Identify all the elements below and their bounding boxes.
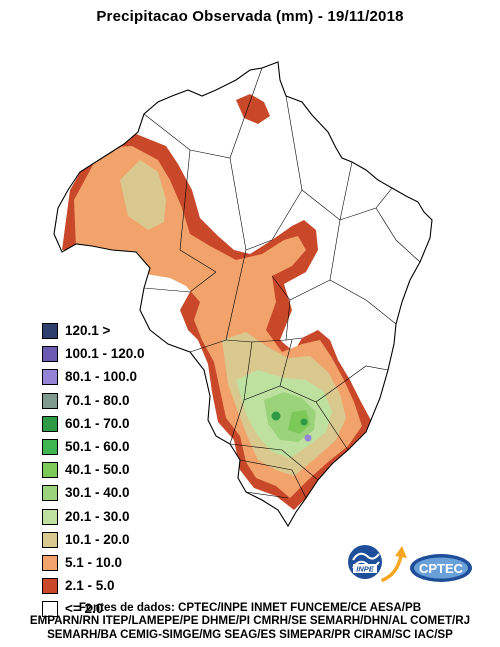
sources-line: EMPARN/RN ITEP/LAMEPE/PE DHME/PI CMRH/SE… xyxy=(29,614,471,628)
legend-swatch xyxy=(42,601,58,618)
legend-item: 30.1 - 40.0 xyxy=(42,484,182,504)
inpe-logo-text: INPE xyxy=(356,565,375,574)
legend-label: 60.1 - 70.0 xyxy=(65,415,130,431)
legend-swatch xyxy=(42,462,58,479)
legend-swatch xyxy=(42,508,58,525)
legend-label: 100.1 - 120.0 xyxy=(65,346,145,362)
cptec-logo-text: CPTEC xyxy=(419,561,464,576)
legend-item: 20.1 - 30.0 xyxy=(42,508,182,528)
legend-swatch xyxy=(42,323,58,339)
legend-swatch xyxy=(42,485,58,502)
arrow-swoosh-icon xyxy=(381,554,403,582)
legend-swatch xyxy=(42,554,58,571)
legend-label: 70.1 - 80.0 xyxy=(65,392,130,408)
legend-label: 40.1 - 50.0 xyxy=(65,462,130,478)
legend-item: 50.1 - 60.0 xyxy=(42,438,182,458)
legend-item: 80.1 - 100.0 xyxy=(42,368,182,388)
precipitation-map xyxy=(53,61,433,527)
rain-band-10-20 xyxy=(120,160,166,230)
legend-item: 60.1 - 70.0 xyxy=(42,415,182,435)
rain-band-40-50 xyxy=(288,410,310,434)
rain-spot-80-100 xyxy=(304,434,312,442)
precipitation-field xyxy=(62,94,374,510)
legend-item: 120.1 > xyxy=(42,322,182,342)
rain-spot-60-70 xyxy=(271,411,281,421)
state-borders xyxy=(143,67,421,499)
legend-swatch xyxy=(42,392,58,409)
legend-swatch xyxy=(42,578,58,595)
legend-swatch xyxy=(42,531,58,548)
legend-label: <= 2.0 xyxy=(65,601,104,617)
sources-line: Fontes de dados: CPTEC/INPE INMET FUNCEM… xyxy=(78,601,422,614)
legend-label: 50.1 - 60.0 xyxy=(65,438,130,454)
cptec-logo: CPTEC xyxy=(410,554,472,582)
data-sources-footer: Fontes de dados: CPTEC/INPE INMET FUNCEM… xyxy=(0,601,500,641)
map-legend: 120.1 > 100.1 - 120.0 80.1 - 100.0 70.1 … xyxy=(42,322,182,623)
legend-item: <= 2.0 xyxy=(42,600,182,620)
legend-label: 120.1 > xyxy=(65,323,111,338)
rain-spot-60-70-east xyxy=(300,418,308,426)
legend-swatch xyxy=(42,438,58,455)
institution-logos: INPE CPTEC xyxy=(348,545,472,582)
legend-item: 10.1 - 20.0 xyxy=(42,531,182,551)
legend-label: 20.1 - 30.0 xyxy=(65,508,130,524)
legend-label: 10.1 - 20.0 xyxy=(65,531,130,547)
legend-item: 2.1 - 5.0 xyxy=(42,577,182,597)
page-title: Precipitacao Observada (mm) - 19/11/2018 xyxy=(96,8,404,25)
legend-item: 40.1 - 50.0 xyxy=(42,461,182,481)
arrow-head-icon xyxy=(395,546,407,558)
legend-swatch xyxy=(42,415,58,432)
legend-label: 5.1 - 10.0 xyxy=(65,554,123,570)
legend-label: 80.1 - 100.0 xyxy=(65,369,138,385)
sources-line: SEMARH/BA CEMIG-SIMGE/MG SEAG/ES SIMEPAR… xyxy=(47,627,453,641)
legend-label: 2.1 - 5.0 xyxy=(65,578,115,594)
legend-item: 70.1 - 80.0 xyxy=(42,392,182,412)
inpe-logo: INPE xyxy=(348,545,382,579)
legend-item: 5.1 - 10.0 xyxy=(42,554,182,574)
legend-swatch xyxy=(42,369,58,386)
legend-label: 30.1 - 40.0 xyxy=(65,485,130,501)
legend-swatch xyxy=(42,346,58,363)
legend-item: 100.1 - 120.0 xyxy=(42,345,182,365)
